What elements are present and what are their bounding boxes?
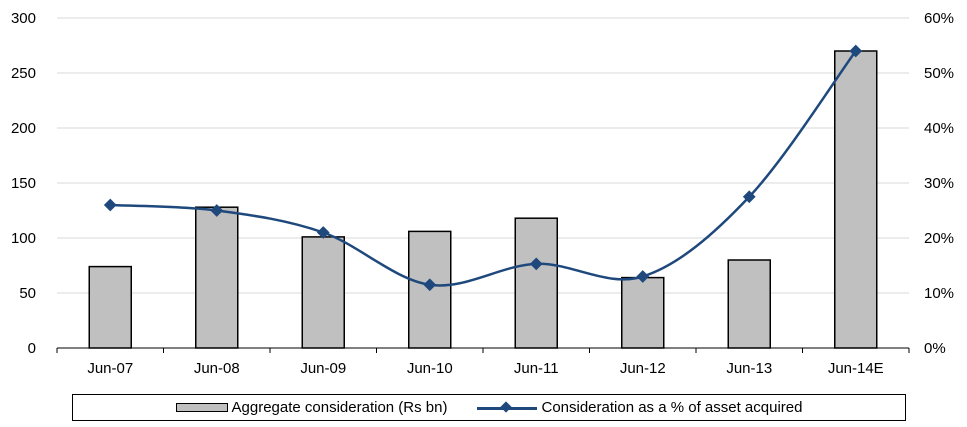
bars [88,50,878,349]
legend-item-bars: Aggregate consideration (Rs bn) [175,399,448,416]
y-right-tick-label: 20% [924,230,954,247]
x-tick-label: Jun-12 [620,360,666,377]
x-tick-label: Jun-14E [828,360,884,377]
y-left-tick-label: 150 [11,175,36,192]
right-axis-ticks: 0% 10% 20% 30% 40% 50% 60% [924,10,954,357]
gridlines [57,17,909,294]
line-marker [316,226,330,239]
line-marker [103,198,117,212]
y-right-tick-label: 40% [924,120,954,137]
x-tick-label: Jun-08 [194,360,240,377]
legend-bar-label: Aggregate consideration (Rs bn) [231,399,448,416]
legend-item-line: Consideration as a % of asset acquired [477,399,802,416]
axes [56,347,910,353]
x-tick-label: Jun-09 [300,360,346,377]
bar [195,206,239,349]
bar [301,236,345,349]
left-axis-ticks: 0 50 100 150 200 250 300 [11,10,36,357]
y-left-tick-label: 100 [11,230,36,247]
legend-line-label: Consideration as a % of asset acquired [541,399,803,416]
bar [834,50,878,349]
line-marker [210,204,224,217]
y-left-tick-label: 300 [11,10,36,27]
x-tick-label: Jun-13 [726,360,772,377]
y-left-tick-label: 200 [11,120,36,137]
bar [727,259,771,349]
y-right-tick-label: 60% [924,10,954,27]
y-left-tick-label: 50 [19,285,36,302]
bar [621,276,665,349]
y-left-tick-label: 0 [28,340,36,357]
x-tick-label: Jun-07 [87,360,133,377]
y-right-tick-label: 10% [924,285,954,302]
bar [88,265,132,349]
bar [514,217,558,349]
line-marker [423,278,437,292]
y-left-tick-label: 250 [11,65,36,82]
y-right-tick-label: 0% [924,340,946,357]
line-swatch-icon [477,401,538,415]
x-tick-label: Jun-11 [514,360,559,377]
legend: Aggregate consideration (Rs bn) Consider… [72,394,906,421]
bar-swatch-icon [175,403,228,412]
y-right-tick-label: 50% [924,65,954,82]
y-right-tick-label: 30% [924,175,954,192]
x-tick-label: Jun-10 [407,360,453,377]
x-axis-labels: Jun-07 Jun-08 Jun-09 Jun-10 Jun-11 Jun-12 Jun-… [87,360,883,377]
